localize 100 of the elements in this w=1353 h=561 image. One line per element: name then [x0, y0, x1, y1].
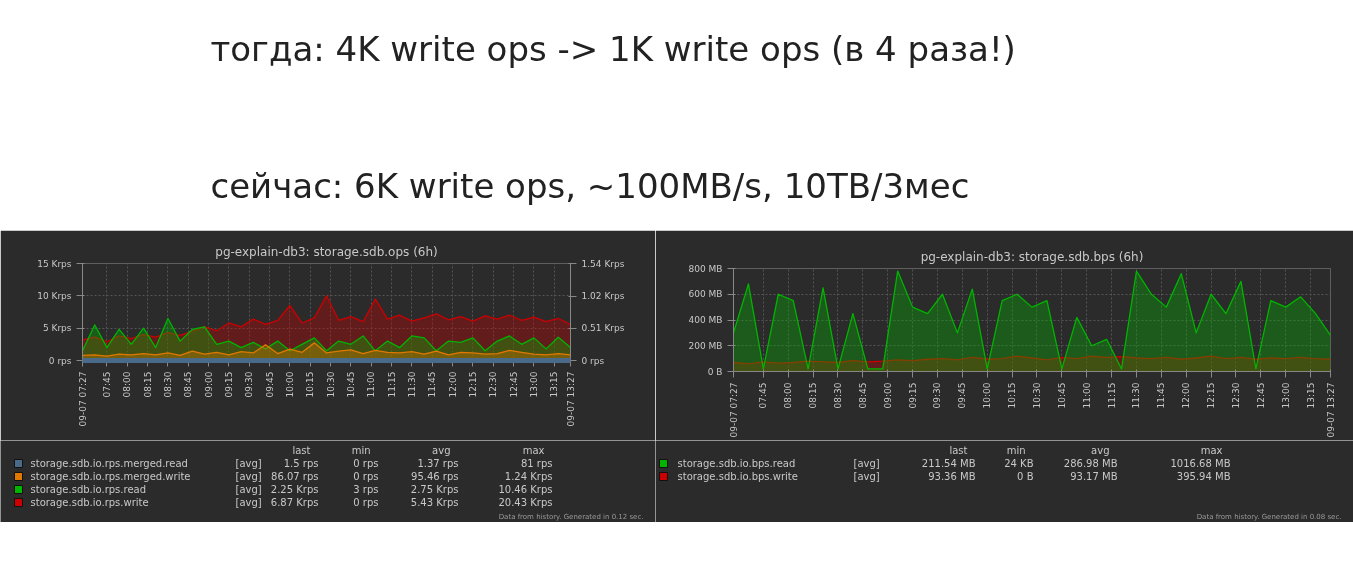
- x-tick-label: 09:45: [957, 382, 968, 409]
- x-tick-label: 12:45: [508, 371, 519, 398]
- x-tick-label: 13:00: [528, 371, 539, 398]
- y-tick-label: 400 MB: [688, 315, 723, 325]
- legend-label: storage.sdb.io.rps.write: [30, 497, 149, 508]
- x-tick-label: 12:15: [1206, 382, 1217, 409]
- x-tick-label: 13:15: [549, 371, 560, 398]
- y-tick-label: 200 MB: [688, 340, 723, 351]
- text: avg: [1091, 445, 1110, 456]
- x-tick-label: 09:15: [907, 382, 918, 409]
- text: avg: [432, 445, 451, 456]
- text: 20.43 Krps: [498, 497, 553, 508]
- legend-label: storage.sdb.io.bps.write: [677, 471, 798, 482]
- y2-tick-label: 0 rps: [581, 355, 605, 366]
- text: 24 KB: [1004, 458, 1034, 469]
- text: last: [949, 445, 968, 456]
- x-tick-label: 08:45: [183, 371, 194, 398]
- legend-label: storage.sdb.io.rps.merged.read: [30, 458, 188, 469]
- text: [avg]: [853, 458, 880, 469]
- y-tick-label: 10 Krps: [37, 290, 72, 301]
- x-tick-label: 12:30: [488, 371, 499, 398]
- x-tick-label: 07:45: [101, 371, 112, 398]
- x-tick-label: 12:15: [467, 371, 478, 398]
- text: min: [1006, 445, 1026, 456]
- x-tick-label: 12:30: [1230, 382, 1241, 409]
- y-tick-label: 800 MB: [688, 263, 723, 274]
- text: 0 rps: [353, 471, 379, 482]
- text: 286.98 MB: [1063, 458, 1118, 469]
- x-tick-label: 10:15: [1007, 382, 1018, 409]
- x-tick-label: 12:00: [447, 371, 458, 398]
- x-tick-label: 09:45: [264, 371, 275, 398]
- x-tick-label: 08:00: [783, 382, 794, 409]
- text: 2.75 Krps: [410, 484, 459, 495]
- x-tick-label: 10:00: [284, 371, 295, 398]
- text: 86.07 rps: [271, 471, 319, 482]
- y-tick-label: 600 MB: [688, 289, 723, 300]
- x-tick-label: 10:45: [1056, 382, 1067, 409]
- text: 81 rps: [520, 458, 553, 469]
- x-tick-label: 07:45: [758, 382, 769, 409]
- chart-title: pg-explain-db3: storage.sdb.ops (6h): [215, 244, 438, 259]
- x-tick-label: 11:00: [366, 371, 377, 398]
- text: 10.46 Krps: [498, 484, 553, 495]
- x-tick-label: 09:15: [223, 371, 234, 398]
- x-tick-label: 10:45: [345, 371, 356, 398]
- x-tick-label: 10:30: [325, 371, 336, 398]
- text: 1.5 rps: [283, 458, 319, 469]
- x-tick-label: 13:00: [1280, 382, 1291, 409]
- text: 95.46 rps: [411, 471, 459, 482]
- x-tick-label: 11:15: [386, 371, 397, 398]
- text: 5.43 Krps: [410, 497, 459, 508]
- x-tick-label: 09-07 07:27: [728, 382, 739, 438]
- text: [avg]: [235, 484, 262, 495]
- text: min: [351, 445, 371, 456]
- legend-label: storage.sdb.io.rps.read: [30, 484, 147, 495]
- text: [avg]: [235, 458, 262, 469]
- x-tick-label: 11:45: [1156, 382, 1167, 409]
- text: 0 rps: [353, 458, 379, 469]
- text: 1016.68 MB: [1170, 458, 1231, 469]
- x-tick-label: 08:15: [808, 382, 819, 409]
- text: [avg]: [235, 471, 262, 482]
- x-tick-label: 09-07 13:27: [1325, 382, 1336, 438]
- x-tick-label: 08:15: [142, 371, 153, 398]
- x-tick-label: 08:45: [857, 382, 868, 409]
- text: [avg]: [235, 497, 262, 508]
- x-tick-label: 10:00: [982, 382, 993, 409]
- text: 3 rps: [353, 484, 379, 495]
- y-tick-label: 5 Krps: [42, 323, 72, 334]
- text: 1.37 rps: [417, 458, 459, 469]
- y2-tick-label: 1.54 Krps: [581, 258, 625, 269]
- x-tick-label: 12:45: [1255, 382, 1266, 409]
- x-tick-label: 09-07 07:27: [77, 371, 88, 427]
- legend-label: storage.sdb.io.rps.merged.write: [30, 471, 191, 482]
- x-tick-label: 11:30: [406, 371, 417, 398]
- chart-title: pg-explain-db3: storage.sdb.bps (6h): [920, 249, 1144, 264]
- y-tick-label: 0 rps: [48, 355, 72, 366]
- text: max: [522, 445, 545, 456]
- text: 0 rps: [353, 497, 379, 508]
- text: сейчас: 6K write ops, ~100MB/s, 10TB/3мес: [210, 165, 970, 206]
- text: max: [1200, 445, 1223, 456]
- text: 211.54 MB: [921, 458, 976, 469]
- y2-tick-label: 1.02 Krps: [581, 291, 625, 302]
- x-tick-label: 11:15: [1106, 382, 1117, 409]
- x-tick-label: 10:30: [1031, 382, 1042, 409]
- x-tick-label: 09-07 13:27: [565, 371, 576, 427]
- y-tick-label: 15 Krps: [37, 258, 72, 269]
- x-tick-label: 11:45: [427, 371, 438, 398]
- text: тогда: 4K write ops -> 1K write ops (в 4 раза!): [210, 28, 1016, 69]
- text: 93.36 MB: [928, 471, 976, 482]
- x-tick-label: 09:00: [882, 382, 893, 409]
- text: 0 B: [1017, 471, 1034, 482]
- x-tick-label: 09:00: [203, 371, 214, 398]
- text: 93.17 MB: [1070, 471, 1118, 482]
- legend-label: storage.sdb.io.bps.read: [677, 458, 796, 469]
- x-tick-label: 09:30: [244, 371, 255, 398]
- x-tick-label: 09:30: [932, 382, 943, 409]
- text: 2.25 Krps: [270, 484, 319, 495]
- text: 1.24 Krps: [504, 471, 553, 482]
- text: [avg]: [853, 471, 880, 482]
- text: 395.94 MB: [1176, 471, 1231, 482]
- x-tick-label: 11:30: [1131, 382, 1142, 409]
